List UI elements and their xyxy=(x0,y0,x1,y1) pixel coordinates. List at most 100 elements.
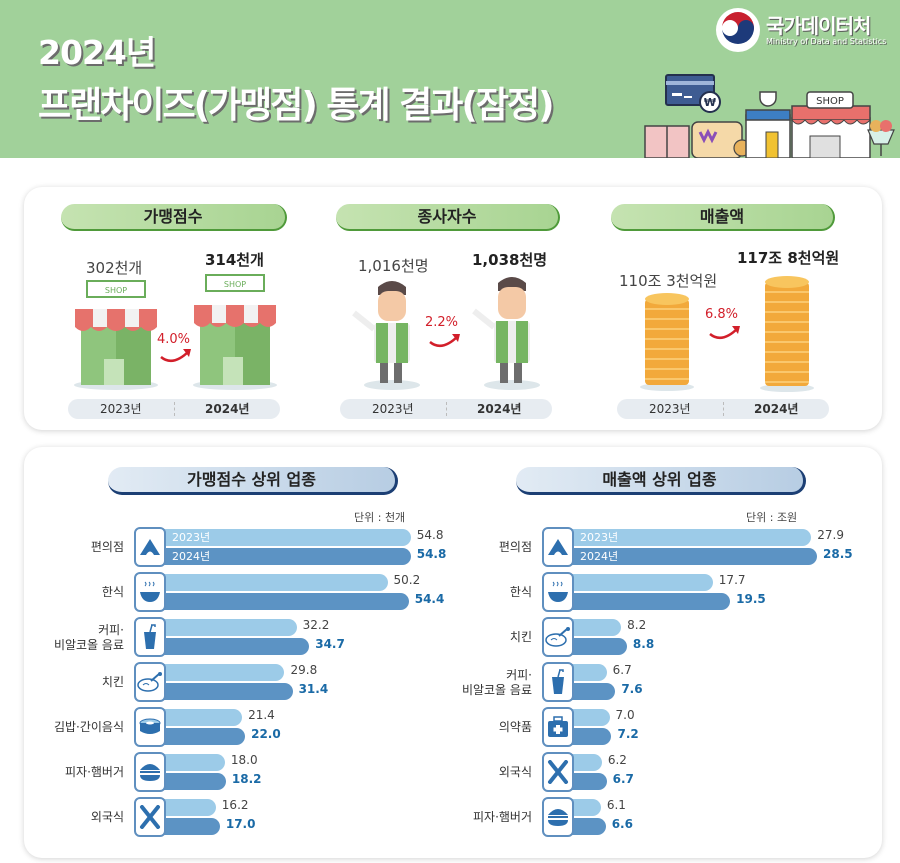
bar-row: 편의점 2023년 27.9 2024년 28.5 xyxy=(24,527,882,567)
coin-stack-icon xyxy=(760,276,814,392)
chicken-icon xyxy=(134,662,166,702)
year-2024-label: 2024년 xyxy=(205,402,250,416)
agency-name-ko: 국가데이터처 xyxy=(766,13,871,38)
category-label: 커피· 비알코올 음료 xyxy=(461,668,532,697)
svg-text:SHOP: SHOP xyxy=(105,286,127,295)
bar-row: 의약품 7.0 7.2 xyxy=(24,707,882,747)
change-percent: 2.2% xyxy=(425,315,459,330)
category-label: 피자·햄버거 xyxy=(64,765,124,779)
burger-icon xyxy=(542,797,574,837)
svg-text:₩: ₩ xyxy=(704,96,716,109)
bar-row: 한식 17.7 19.5 xyxy=(24,572,882,612)
bar-row: 피자·햄버거 6.1 6.6 xyxy=(24,797,882,837)
bar-2023 xyxy=(138,529,411,546)
legend-label: 2024년 xyxy=(580,550,619,563)
agency-logo: 국가데이터처 Ministry of Data and Statistics xyxy=(716,8,886,52)
year-2024-label: 2024년 xyxy=(754,402,799,416)
stat-card-title: 종사자수 xyxy=(336,204,560,231)
value-label-2023: 21.4 xyxy=(248,708,275,722)
value-label-2024: 6.7 xyxy=(612,772,634,786)
bowl-icon xyxy=(134,572,166,612)
bar-row: 편의점 2023년 54.8 2024년 54.8 xyxy=(24,527,882,567)
stat-card-employees: 종사자수 1,016천명 1,038천명 2.2% 2023년 xyxy=(320,187,590,430)
burger-icon xyxy=(134,752,166,792)
value-label-2023: 7.0 xyxy=(615,708,635,722)
bar-row: 커피· 비알코올 음료 32.2 34.7 xyxy=(24,617,882,657)
stat-card-title: 가맹점수 xyxy=(61,204,287,231)
category-label: 외국식 xyxy=(90,810,124,824)
page-title: 프랜차이즈(가맹점) 통계 결과(잠정) xyxy=(38,85,555,126)
value-label-2023: 32.2 xyxy=(302,618,330,632)
bowl-icon xyxy=(542,572,574,612)
value-label-2024: 28.5 xyxy=(823,547,853,561)
value-label-2023: 27.9 xyxy=(817,528,844,542)
agency-name-en: Ministry of Data and Statistics xyxy=(766,36,887,46)
up-arrow-icon xyxy=(160,349,191,363)
header-banner: 2024년 프랜차이즈(가맹점) 통계 결과(잠정) 국가데이터처 Minist… xyxy=(0,0,900,159)
medical-kit-icon xyxy=(542,707,574,747)
bar-2023 xyxy=(138,574,388,591)
value-2024: 1,038천명 xyxy=(472,251,548,269)
bar-2023 xyxy=(546,574,713,591)
bar-row: 피자·햄버거 18.0 18.2 xyxy=(24,752,882,792)
drink-cup-icon xyxy=(134,617,166,657)
value-label-2023: 17.7 xyxy=(718,573,746,587)
value-label-2024: 19.5 xyxy=(736,592,766,606)
legend-label: 2024년 xyxy=(172,550,211,563)
taegeuk-logo-icon xyxy=(716,8,760,52)
bar-2024 xyxy=(138,638,310,655)
shop-icon: SHOP xyxy=(74,280,158,390)
year-axis: 2023년 2024년 xyxy=(617,399,829,419)
svg-text:SHOP: SHOP xyxy=(224,280,246,289)
fork-knife-icon xyxy=(134,797,166,837)
up-arrow-icon xyxy=(429,334,460,348)
value-label-2024: 7.6 xyxy=(621,682,643,696)
value-2024: 117조 8천억원 xyxy=(737,249,840,267)
category-label: 의약품 xyxy=(498,720,532,734)
value-label-2023: 16.2 xyxy=(221,798,249,812)
bar-row: 김밥·간이음식 21.4 22.0 xyxy=(24,707,882,747)
value-label-2024: 7.2 xyxy=(617,727,639,741)
legend-label: 2023년 xyxy=(580,531,619,544)
year-2023-label: 2023년 xyxy=(371,402,414,416)
legend-label: 2023년 xyxy=(172,531,211,544)
svg-text:SHOP: SHOP xyxy=(816,96,844,107)
category-label: 치킨 xyxy=(509,630,532,644)
bar-2023 xyxy=(138,619,297,636)
stat-card-sales: 매출액 110조 3천억원 117조 8천억원 6.8% xyxy=(595,187,865,430)
convenience-store-icon xyxy=(134,527,166,567)
chicken-icon xyxy=(542,617,574,657)
bar-2024 xyxy=(546,548,818,565)
stat-card-franchise-count: 가맹점수 302천개 314천개 SHOP 4.0% SHOP xyxy=(24,187,294,430)
value-label-2024: 8.8 xyxy=(632,637,655,651)
gimbap-icon xyxy=(134,707,166,747)
value-label-2024: 54.8 xyxy=(416,547,447,561)
stat-card-title: 매출액 xyxy=(611,204,835,231)
value-label-2023: 54.8 xyxy=(416,528,444,542)
value-label-2023: 18.0 xyxy=(230,753,258,767)
value-2023: 110조 3천억원 xyxy=(619,272,718,290)
value-label-2024: 18.2 xyxy=(231,772,262,786)
up-arrow-icon xyxy=(709,326,740,340)
year-2023-label: 2023년 xyxy=(648,402,691,416)
change-percent: 6.8% xyxy=(705,307,739,322)
chart-title-franchise: 가맹점수 상위 업종 xyxy=(108,467,398,495)
coin-stack-icon xyxy=(640,293,694,391)
category-label: 편의점 xyxy=(498,540,532,554)
drink-cup-icon xyxy=(542,662,574,702)
bar-2024 xyxy=(138,548,411,565)
value-label-2024: 6.6 xyxy=(611,817,633,831)
value-label-2023: 6.7 xyxy=(612,663,632,677)
bar-row: 커피· 비알코올 음료 6.7 7.6 xyxy=(24,662,882,702)
value-label-2023: 8.2 xyxy=(627,618,647,632)
category-label: 피자·햄버거 xyxy=(472,810,532,824)
value-2024: 314천개 xyxy=(205,251,264,269)
bar-2024 xyxy=(546,593,731,610)
fork-knife-icon xyxy=(542,752,574,792)
year-2023-label: 2023년 xyxy=(99,402,142,416)
title-year: 2024년 xyxy=(38,33,156,72)
category-label: 편의점 xyxy=(90,540,124,554)
unit-label-sales: 단위 : 조원 xyxy=(746,511,798,524)
bar-2024 xyxy=(138,683,293,700)
bar-row: 외국식 6.2 6.7 xyxy=(24,752,882,792)
